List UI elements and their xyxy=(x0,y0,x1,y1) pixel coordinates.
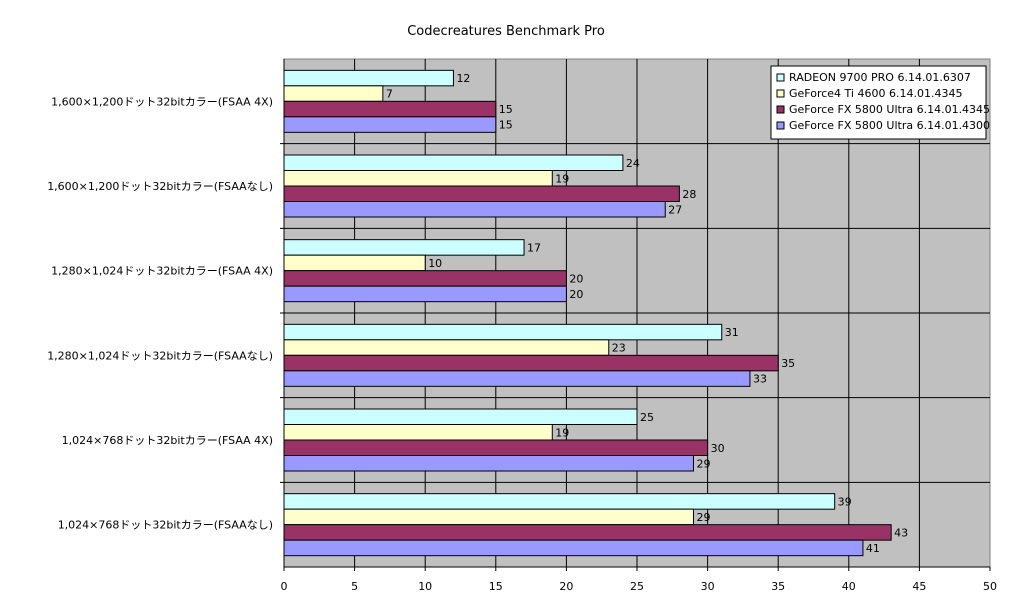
data-label: 25 xyxy=(640,411,654,424)
category-label: 1,600×1,200ドット32bitカラー(FSAAなし) xyxy=(47,180,273,193)
category-label: 1,600×1,200ドット32bitカラー(FSAA 4X) xyxy=(51,95,273,108)
data-label: 43 xyxy=(894,526,908,539)
bar xyxy=(283,201,666,218)
x-axis: 0 5 10 15 20 25 30 35 40 45 50 xyxy=(281,59,997,593)
bar xyxy=(283,239,525,256)
bar xyxy=(283,285,567,303)
data-label: 17 xyxy=(527,241,541,254)
bar xyxy=(283,339,610,356)
bar xyxy=(283,524,892,541)
data-label: 28 xyxy=(682,188,696,201)
chart-title: Codecreatures Benchmark Pro xyxy=(407,24,605,39)
legend: RADEON 9700 PRO 6.14.01.6307 GeForce4 Ti … xyxy=(770,65,990,140)
category-labels: 1,600×1,200ドット32bitカラー(FSAA 4X) 1,600×1,2… xyxy=(47,95,273,531)
data-label: 39 xyxy=(838,495,852,508)
bar xyxy=(283,254,426,272)
legend-swatch xyxy=(776,105,785,114)
legend-swatch xyxy=(776,73,785,82)
data-label: 19 xyxy=(555,172,569,185)
x-tick-label: 45 xyxy=(912,580,926,593)
bar xyxy=(283,455,694,472)
bar xyxy=(283,116,497,133)
data-label: 20 xyxy=(569,272,583,285)
legend-label: GeForce FX 5800 Ultra 6.14.01.4345 xyxy=(789,103,990,116)
bar xyxy=(283,185,680,202)
x-tick-label: 10 xyxy=(418,580,432,593)
data-label: 30 xyxy=(711,442,725,455)
bar xyxy=(283,100,497,118)
bar xyxy=(283,85,384,102)
data-labels: 1271515241928271710202031233533251930293… xyxy=(386,72,908,555)
bar xyxy=(283,439,709,456)
data-label: 41 xyxy=(866,542,880,555)
x-tick-label: 0 xyxy=(281,580,288,593)
bar xyxy=(283,493,836,510)
data-label: 27 xyxy=(668,203,682,216)
data-label: 7 xyxy=(386,88,393,101)
x-tick-label: 20 xyxy=(559,580,573,593)
bar xyxy=(283,270,567,287)
legend-label: GeForce4 Ti 4600 6.14.01.4345 xyxy=(789,87,962,100)
data-label: 20 xyxy=(569,288,583,301)
data-label: 31 xyxy=(725,326,739,339)
legend-swatch xyxy=(776,89,785,98)
data-label: 19 xyxy=(555,426,569,439)
data-label: 23 xyxy=(612,342,626,355)
x-tick-label: 25 xyxy=(630,580,644,593)
x-tick-label: 15 xyxy=(489,580,503,593)
gridlines xyxy=(280,59,990,567)
x-tick-label: 50 xyxy=(983,580,997,593)
bar xyxy=(283,170,553,187)
data-label: 12 xyxy=(456,72,470,85)
category-label: 1,280×1,024ドット32bitカラー(FSAA 4X) xyxy=(51,265,273,278)
x-tick-label: 40 xyxy=(842,580,856,593)
category-label: 1,024×768ドット32bitカラー(FSAA 4X) xyxy=(62,434,273,447)
category-label: 1,280×1,024ドット32bitカラー(FSAAなし) xyxy=(47,349,273,362)
bar xyxy=(283,69,454,87)
bar xyxy=(283,370,751,387)
x-tick-label: 35 xyxy=(771,580,785,593)
data-label: 33 xyxy=(753,373,767,386)
legend-box xyxy=(770,65,987,140)
bar xyxy=(283,354,779,372)
x-tick-label: 5 xyxy=(351,580,358,593)
bars xyxy=(283,69,892,557)
data-label: 15 xyxy=(499,103,513,116)
data-label: 15 xyxy=(499,119,513,132)
data-label: 10 xyxy=(428,257,442,270)
legend-label: GeForce FX 5800 Ultra 6.14.01.4300 xyxy=(789,119,990,132)
data-label: 29 xyxy=(696,511,710,524)
bar xyxy=(283,323,723,341)
bar xyxy=(283,508,694,526)
bar xyxy=(283,539,864,557)
x-tick-label: 30 xyxy=(701,580,715,593)
category-label: 1,024×768ドット32bitカラー(FSAAなし) xyxy=(58,519,273,532)
legend-label: RADEON 9700 PRO 6.14.01.6307 xyxy=(789,71,971,84)
data-label: 24 xyxy=(626,157,640,170)
bar xyxy=(283,408,638,425)
bar xyxy=(283,424,553,441)
data-label: 29 xyxy=(696,457,710,470)
legend-swatch xyxy=(776,121,785,130)
bar xyxy=(283,154,624,171)
data-label: 35 xyxy=(781,357,795,370)
